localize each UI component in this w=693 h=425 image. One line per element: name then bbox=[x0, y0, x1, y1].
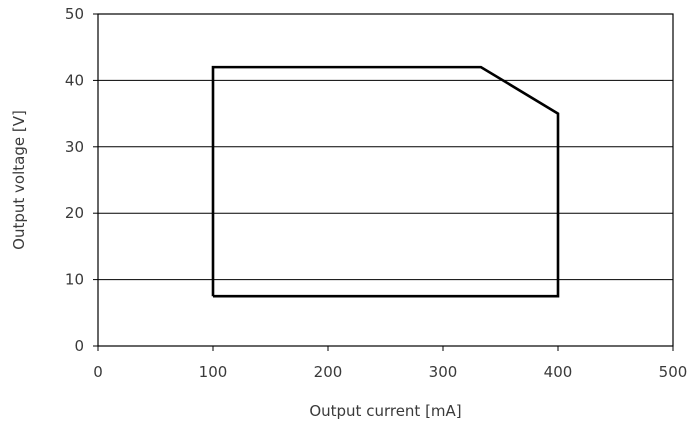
x-axis-label: Output current [mA] bbox=[309, 402, 461, 420]
x-tick-label-300: 300 bbox=[429, 363, 458, 381]
x-tick-label-500: 500 bbox=[659, 363, 688, 381]
y-tick-label-30: 30 bbox=[65, 138, 84, 156]
y-axis-ticks: 0 10 20 30 40 50 bbox=[65, 5, 98, 355]
y-axis-label: Output voltage [V] bbox=[10, 110, 28, 250]
y-tick-label-50: 50 bbox=[65, 5, 84, 23]
series-layer bbox=[211, 65, 560, 298]
grid-lines bbox=[98, 79, 673, 281]
x-tick-label-400: 400 bbox=[544, 363, 573, 381]
x-axis-ticks: 0 100 200 300 400 500 bbox=[93, 346, 687, 381]
y-tick-label-40: 40 bbox=[65, 71, 84, 89]
x-tick-label-0: 0 bbox=[93, 363, 103, 381]
series-line-0 bbox=[211, 65, 560, 298]
y-tick-label-0: 0 bbox=[74, 337, 84, 355]
x-tick-label-100: 100 bbox=[199, 363, 228, 381]
plot-frame bbox=[97, 13, 674, 347]
y-tick-label-10: 10 bbox=[65, 271, 84, 289]
y-tick-label-20: 20 bbox=[65, 204, 84, 222]
x-tick-label-200: 200 bbox=[314, 363, 343, 381]
